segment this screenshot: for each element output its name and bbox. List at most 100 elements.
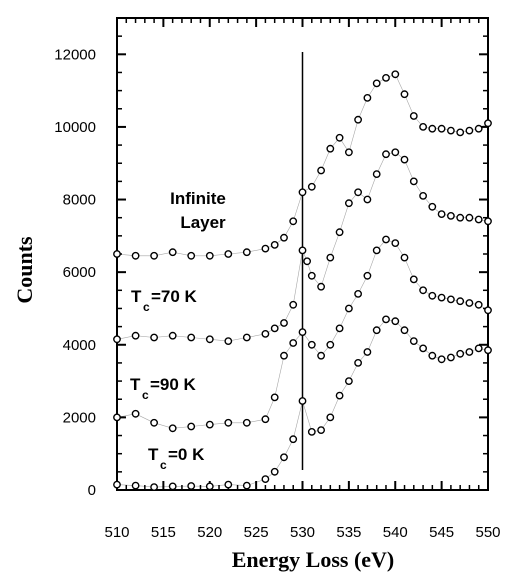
data-point: [456, 213, 465, 222]
data-point: [363, 195, 372, 204]
data-point: [131, 481, 140, 490]
series-label-subscript: c: [143, 300, 150, 314]
data-point: [344, 199, 353, 208]
data-point: [419, 191, 427, 200]
data-point: [242, 418, 251, 427]
data-point: [354, 188, 362, 197]
data-point: [465, 126, 474, 135]
series-label-main: T: [148, 445, 159, 464]
series-label-main: T: [131, 287, 142, 306]
data-point: [280, 453, 288, 462]
data-point: [113, 480, 121, 489]
data-point: [168, 331, 177, 340]
data-point: [187, 422, 196, 431]
data-point: [446, 211, 455, 220]
data-point: [317, 351, 325, 360]
data-point: [335, 324, 344, 333]
data-point: [400, 326, 409, 335]
series-1: [113, 148, 492, 345]
data-point: [224, 418, 233, 427]
data-point: [298, 328, 307, 336]
data-point: [437, 355, 446, 364]
data-point: [205, 335, 214, 344]
data-point: [372, 326, 381, 335]
data-point: [354, 289, 362, 298]
data-point: [428, 351, 437, 360]
data-point: [391, 317, 400, 326]
data-point: [382, 315, 390, 324]
data-point: [307, 271, 316, 280]
data-point: [391, 239, 400, 248]
data-point: [400, 90, 409, 99]
series-line: [116, 151, 489, 342]
y-tick-label: 12000: [54, 46, 96, 63]
data-point: [363, 348, 372, 356]
data-point: [270, 467, 279, 476]
data-point: [437, 293, 446, 302]
data-point: [242, 248, 251, 257]
data-point: [446, 353, 455, 362]
data-point: [456, 128, 465, 137]
data-point: [446, 295, 455, 304]
data-point: [270, 240, 279, 249]
data-point: [317, 166, 325, 175]
data-point: [484, 306, 492, 315]
data-point: [280, 351, 288, 360]
data-point: [261, 244, 270, 253]
data-point: [168, 248, 177, 257]
data-point: [326, 253, 335, 262]
data-point: [372, 170, 381, 179]
series-label-subscript: c: [142, 388, 149, 402]
data-point: [168, 482, 177, 491]
data-point: [270, 324, 279, 333]
data-point: [409, 337, 418, 345]
data-point: [465, 348, 474, 356]
data-point: [409, 275, 418, 284]
x-tick-label: 550: [475, 524, 500, 541]
data-point: [354, 115, 362, 124]
data-point: [261, 329, 270, 338]
y-tick-label: 6000: [63, 264, 96, 281]
data-point: [474, 344, 483, 353]
series-label-line: Layer: [180, 213, 226, 232]
data-point: [474, 124, 483, 133]
data-point: [446, 126, 455, 135]
x-axis-label: Energy Loss (eV): [232, 547, 395, 572]
data-point: [307, 182, 316, 191]
data-point: [382, 150, 390, 159]
data-point: [409, 112, 418, 120]
data-point: [187, 333, 196, 342]
data-point: [298, 188, 307, 197]
data-point: [419, 286, 427, 295]
data-point: [280, 233, 288, 242]
data-point: [113, 335, 121, 344]
data-point: [326, 413, 335, 422]
data-point: [187, 482, 196, 490]
x-tick-label: 545: [429, 524, 454, 541]
data-point: [335, 228, 344, 237]
data-point: [317, 282, 325, 291]
data-point: [335, 391, 344, 400]
x-tick-label: 510: [104, 524, 129, 541]
data-point: [419, 344, 427, 353]
series-3: [113, 315, 492, 491]
data-point: [382, 74, 390, 82]
series-2: [113, 235, 492, 433]
data-point: [363, 271, 372, 280]
y-tick-label: 10000: [54, 119, 96, 136]
data-point: [224, 337, 233, 345]
series-label-tail: =90 K: [150, 375, 197, 394]
x-tick-label: 535: [336, 524, 361, 541]
data-point: [298, 397, 307, 405]
data-point: [465, 213, 474, 222]
data-point: [419, 123, 427, 131]
data-point: [428, 291, 437, 300]
data-point: [344, 148, 353, 157]
y-tick-label: 2000: [63, 409, 96, 426]
y-tick-label: 8000: [63, 192, 96, 209]
series-0: [113, 70, 492, 260]
data-point: [113, 250, 121, 258]
data-point: [400, 253, 409, 262]
data-point: [150, 333, 159, 342]
